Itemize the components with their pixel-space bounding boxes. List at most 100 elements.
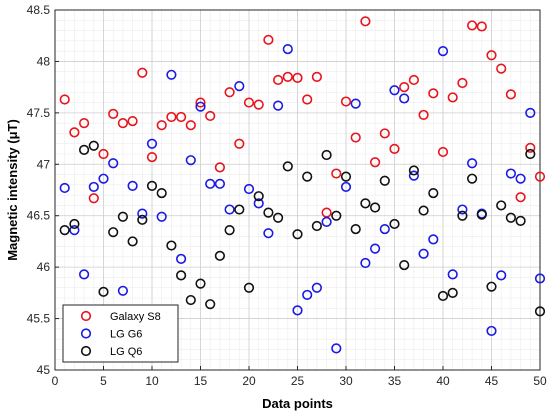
point-lg-q6: [340, 171, 352, 182]
point-lg-g6: [534, 273, 546, 284]
point-lg-q6: [457, 210, 468, 221]
point-lg-g6: [253, 198, 264, 209]
point-lg-g6: [360, 257, 371, 269]
point-galaxy-s8: [399, 82, 410, 93]
point-galaxy-s8: [69, 127, 80, 138]
point-lg-g6: [302, 289, 313, 301]
legend-label-lg-q6: LG Q6: [110, 346, 142, 358]
point-lg-g6: [59, 182, 70, 194]
x-tick-label: 5: [100, 374, 107, 388]
point-lg-q6: [370, 202, 381, 213]
point-lg-q6: [321, 149, 332, 161]
point-lg-g6: [447, 269, 458, 280]
point-lg-q6: [360, 198, 371, 209]
point-lg-q6: [137, 214, 148, 225]
legend-marker-galaxy-s8: [80, 310, 92, 322]
point-galaxy-s8: [379, 128, 390, 139]
point-galaxy-s8: [117, 118, 128, 129]
point-galaxy-s8: [137, 67, 148, 78]
point-lg-q6: [127, 236, 138, 247]
point-lg-g6: [273, 100, 284, 111]
y-tick-label: 48: [37, 54, 51, 68]
legend: Galaxy S8 LG G6 LG Q6: [62, 304, 179, 363]
point-lg-q6: [156, 187, 167, 199]
legend-label-lg-g6: LG G6: [110, 329, 142, 341]
point-lg-g6: [195, 101, 206, 112]
point-lg-q6: [534, 306, 546, 317]
point-lg-q6: [146, 180, 158, 191]
point-lg-g6: [263, 228, 274, 239]
point-lg-q6: [214, 250, 225, 261]
y-axis-label: Magnetic intensity (μT): [5, 119, 20, 261]
x-tick-label: 30: [339, 374, 353, 388]
legend-marker-lg-g6: [80, 328, 92, 339]
point-galaxy-s8: [389, 143, 400, 154]
point-lg-g6: [311, 282, 323, 293]
point-lg-q6: [379, 175, 390, 186]
point-lg-g6: [78, 269, 90, 280]
point-galaxy-s8: [447, 92, 458, 103]
point-lg-q6: [88, 140, 99, 151]
legend-marker-lg-q6: [80, 345, 92, 357]
point-lg-g6: [282, 43, 293, 55]
point-galaxy-s8: [156, 120, 167, 131]
point-lg-q6: [350, 223, 361, 235]
legend-label-galaxy-s8: Galaxy S8: [110, 311, 161, 323]
x-tick-label: 20: [242, 374, 256, 388]
point-galaxy-s8: [214, 162, 225, 173]
point-galaxy-s8: [505, 89, 517, 100]
point-lg-q6: [302, 171, 313, 182]
point-galaxy-s8: [176, 111, 187, 123]
point-lg-q6: [273, 212, 284, 223]
point-galaxy-s8: [146, 151, 158, 163]
x-tick-label: 35: [388, 374, 402, 388]
x-tick-label: 0: [52, 374, 59, 388]
point-lg-g6: [224, 204, 235, 215]
point-galaxy-s8: [205, 110, 216, 122]
point-galaxy-s8: [253, 99, 264, 110]
point-lg-q6: [496, 200, 507, 211]
point-lg-q6: [253, 191, 264, 202]
point-lg-q6: [515, 215, 526, 226]
point-lg-g6: [108, 158, 119, 169]
y-tick-label: 46.5: [27, 209, 51, 223]
point-galaxy-s8: [127, 115, 138, 127]
x-tick-label: 50: [533, 374, 547, 388]
point-lg-q6: [195, 278, 206, 289]
y-axis-ticks: 45 45.5 46 46.5 47 47.5 48 48.5: [27, 3, 59, 377]
point-galaxy-s8: [515, 192, 526, 203]
point-lg-g6: [370, 243, 381, 254]
point-lg-q6: [205, 299, 216, 310]
point-lg-q6: [418, 205, 429, 216]
point-lg-q6: [185, 294, 196, 306]
x-tick-label: 40: [436, 374, 450, 388]
legend-entries: Galaxy S8 LG G6 LG Q6: [80, 310, 161, 358]
point-lg-q6: [399, 259, 410, 271]
point-lg-q6: [78, 144, 90, 155]
point-lg-g6: [234, 81, 245, 92]
x-axis-label: Data points: [262, 396, 333, 411]
point-lg-q6: [437, 290, 449, 302]
point-lg-g6: [292, 305, 303, 316]
point-lg-q6: [282, 161, 293, 172]
point-galaxy-s8: [166, 111, 177, 123]
point-lg-g6: [205, 178, 216, 189]
point-lg-g6: [185, 155, 196, 166]
point-lg-g6: [467, 158, 478, 169]
point-galaxy-s8: [195, 97, 206, 108]
point-galaxy-s8: [108, 108, 119, 119]
y-tick-label: 47: [37, 157, 51, 171]
x-tick-label: 45: [485, 374, 499, 388]
point-galaxy-s8: [292, 72, 303, 83]
point-lg-g6: [98, 173, 109, 184]
point-lg-g6: [340, 181, 352, 193]
point-galaxy-s8: [476, 21, 487, 32]
point-lg-q6: [331, 210, 342, 221]
point-lg-q6: [428, 187, 439, 199]
point-lg-g6: [389, 85, 400, 96]
point-galaxy-s8: [408, 74, 420, 86]
y-tick-label: 46: [37, 260, 51, 274]
point-lg-g6: [418, 248, 429, 259]
point-galaxy-s8: [331, 168, 342, 179]
